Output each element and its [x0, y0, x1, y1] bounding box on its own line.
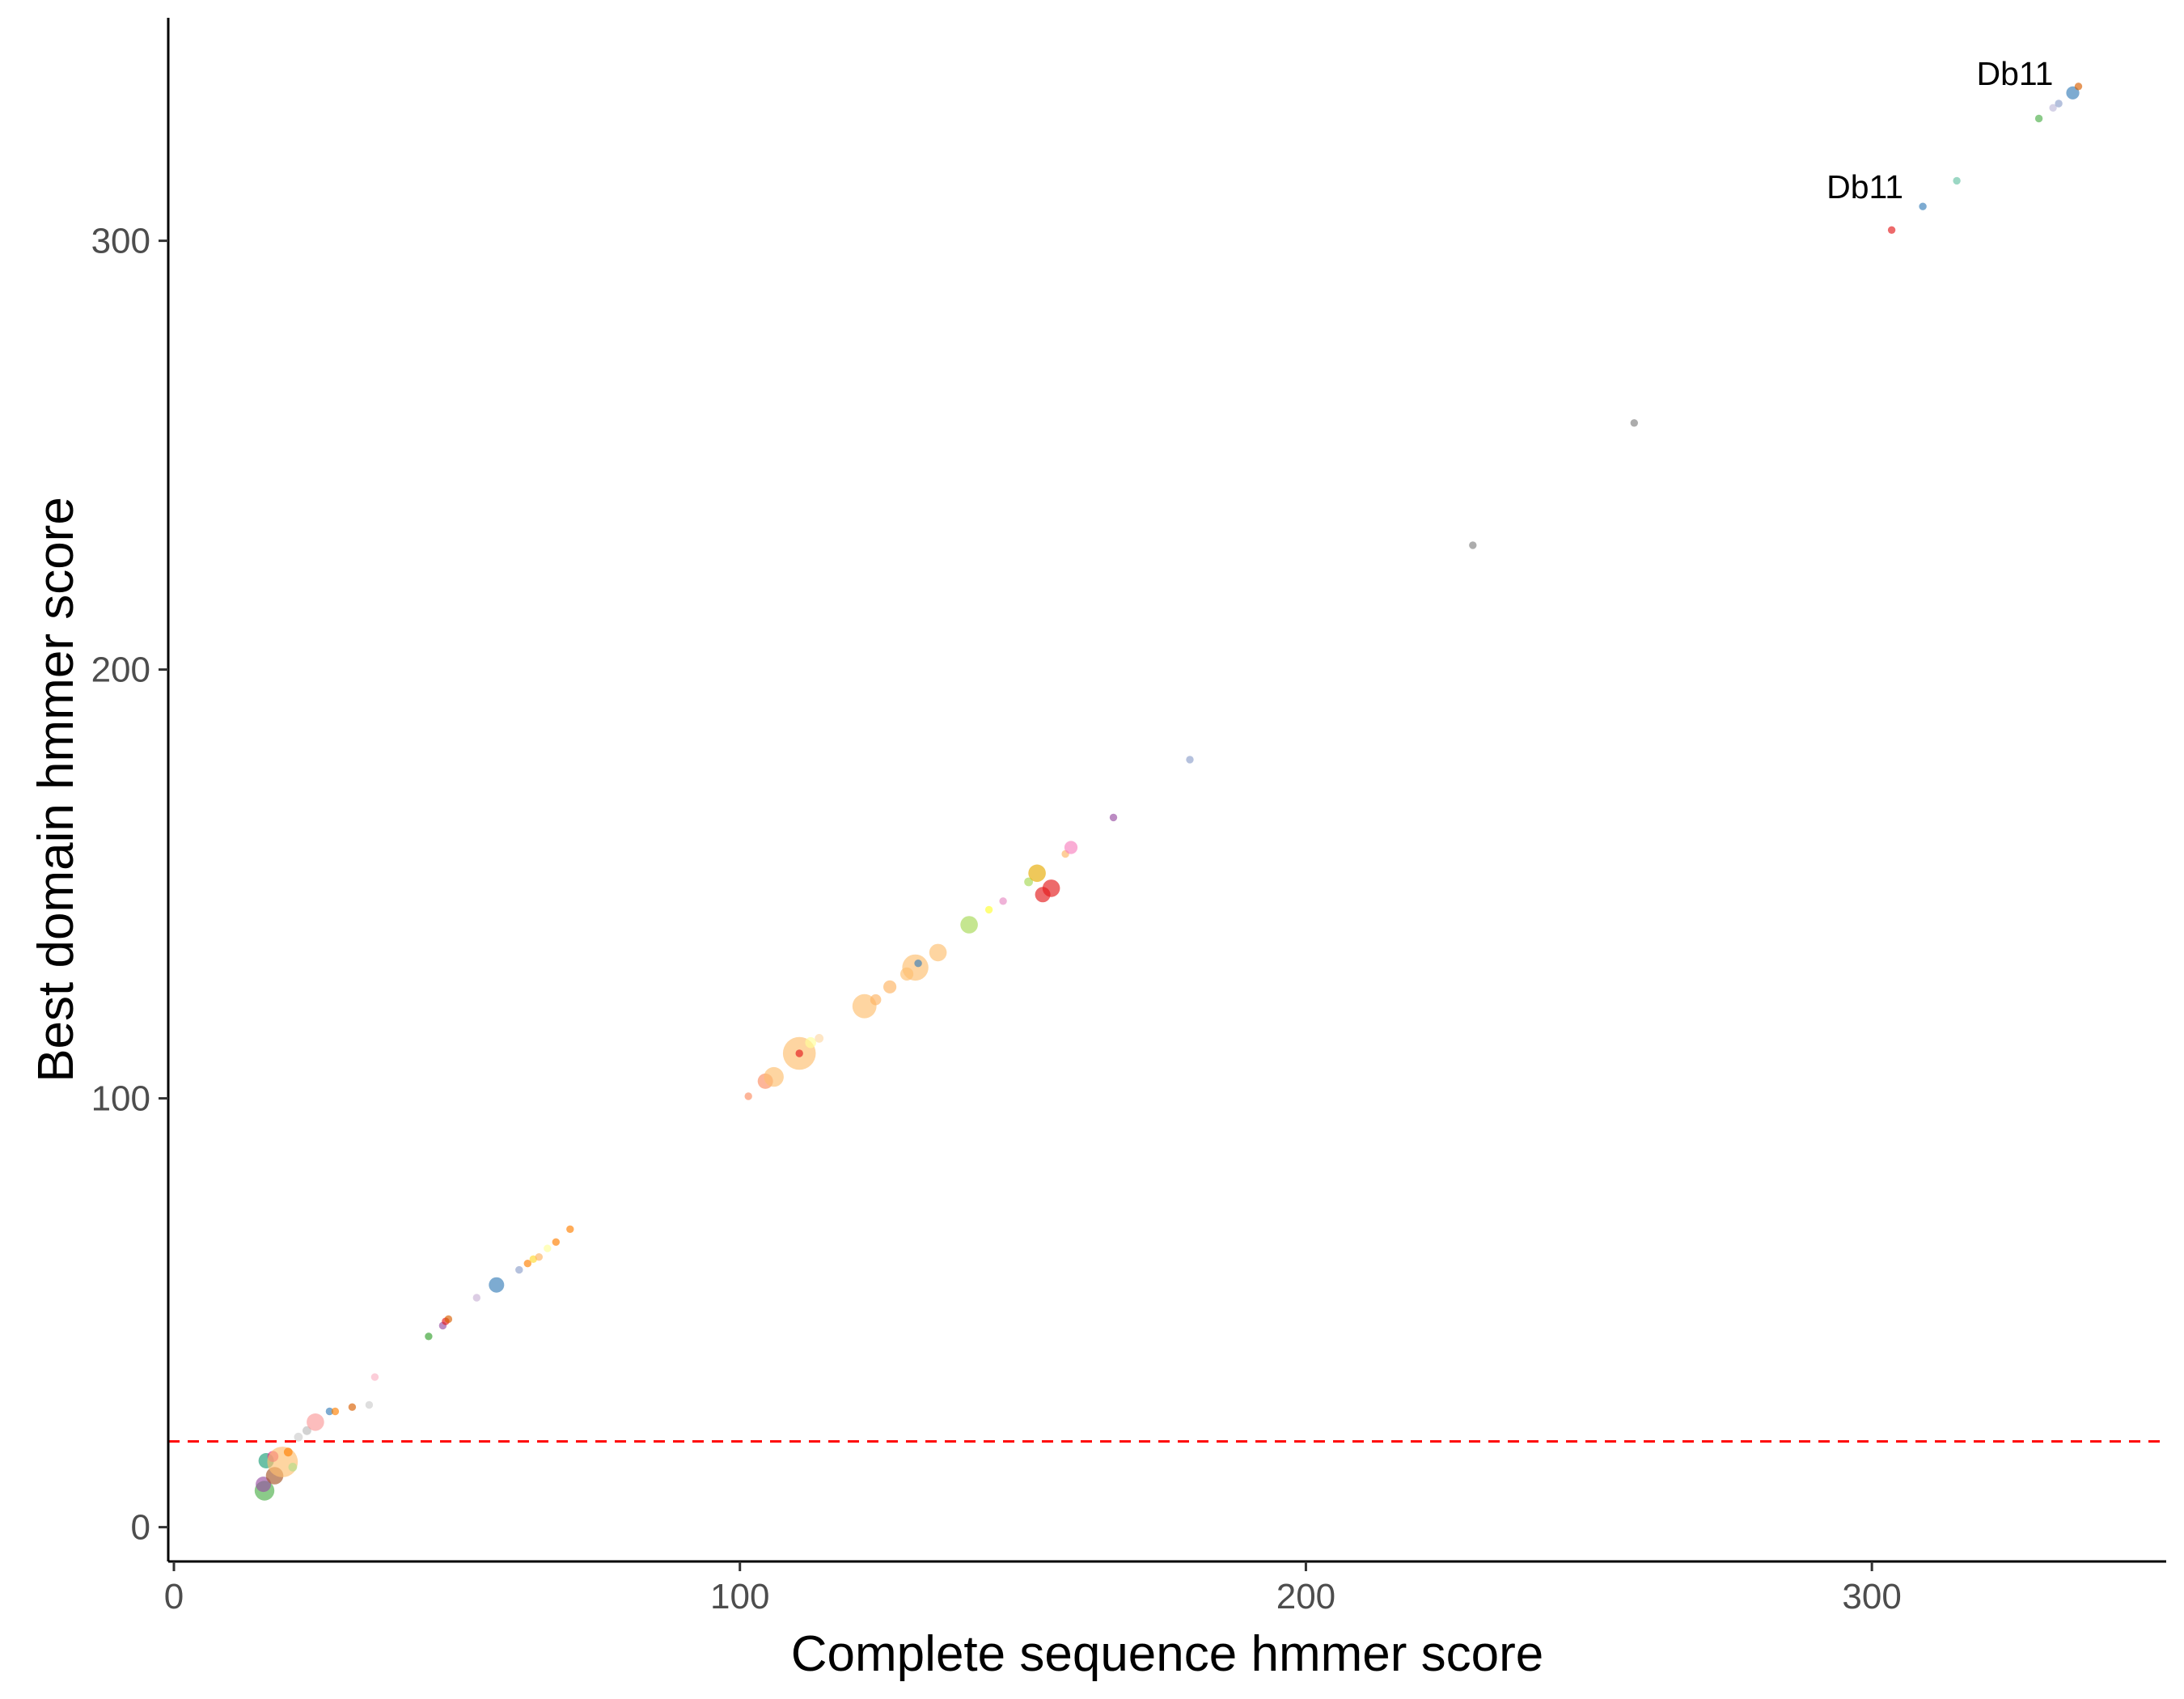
data-point: [1919, 202, 1927, 210]
annotation-label: Db11: [1977, 55, 2054, 92]
data-point: [764, 1066, 784, 1087]
data-point: [1186, 756, 1194, 764]
data-point: [1109, 813, 1118, 822]
x-axis-title: Complete sequence hmmer score: [791, 1626, 1543, 1682]
data-point: [566, 1225, 574, 1234]
y-axis-title: Best domain hmmer score: [28, 497, 84, 1083]
data-point: [984, 905, 993, 914]
data-point: [331, 1407, 340, 1416]
data-point: [914, 960, 922, 968]
y-tick-label: 300: [91, 222, 150, 261]
data-point: [267, 1447, 298, 1477]
y-tick-label: 100: [91, 1079, 150, 1119]
x-axis-ticks: 0 100 200 300: [164, 1561, 1902, 1616]
data-point: [2055, 100, 2063, 108]
x-tick-label: 200: [1276, 1577, 1335, 1616]
data-point: [283, 1447, 293, 1457]
data-point: [815, 1034, 824, 1043]
data-point: [1064, 841, 1078, 854]
y-tick-label: 200: [91, 650, 150, 690]
data-point: [472, 1294, 480, 1302]
data-point: [425, 1333, 433, 1341]
data-point: [2074, 83, 2083, 91]
data-point: [883, 980, 897, 994]
data-point: [1953, 176, 1961, 185]
data-point: [902, 954, 929, 981]
data-point: [870, 994, 882, 1006]
data-point: [444, 1315, 453, 1324]
data-point: [370, 1373, 379, 1381]
data-point: [1042, 879, 1060, 897]
x-tick-label: 300: [1842, 1577, 1901, 1616]
x-tick-label: 100: [710, 1577, 769, 1616]
data-point: [535, 1253, 543, 1261]
data-point: [307, 1413, 324, 1431]
data-point: [365, 1400, 374, 1409]
data-point: [294, 1432, 303, 1442]
data-point: [1887, 226, 1896, 234]
data-point: [1028, 864, 1046, 883]
points-layer: [254, 83, 2083, 1501]
data-point: [523, 1260, 531, 1268]
data-point: [325, 1407, 334, 1416]
data-point: [2066, 86, 2080, 100]
data-point: [288, 1463, 298, 1472]
x-tick-label: 0: [164, 1577, 184, 1616]
data-point: [960, 916, 978, 934]
data-point: [515, 1265, 523, 1274]
data-point: [256, 1477, 272, 1493]
y-axis-ticks: 0 100 200 300: [91, 222, 168, 1548]
data-point: [552, 1238, 560, 1246]
annotation-label: Db11: [1826, 168, 1903, 205]
data-point: [303, 1426, 311, 1435]
data-point: [1024, 877, 1033, 887]
data-point: [744, 1092, 752, 1100]
annotation-layer: Db11 Db11: [1826, 55, 2053, 205]
data-point: [489, 1277, 505, 1293]
data-point: [1630, 419, 1639, 427]
data-point: [1469, 541, 1477, 549]
data-point: [999, 897, 1007, 905]
data-point: [929, 943, 947, 962]
data-point: [348, 1403, 357, 1411]
data-point: [544, 1244, 552, 1252]
data-point: [2049, 104, 2057, 112]
data-point: [795, 1049, 803, 1057]
data-point: [2034, 114, 2043, 123]
y-tick-label: 0: [131, 1508, 150, 1548]
data-point: [805, 1036, 816, 1049]
